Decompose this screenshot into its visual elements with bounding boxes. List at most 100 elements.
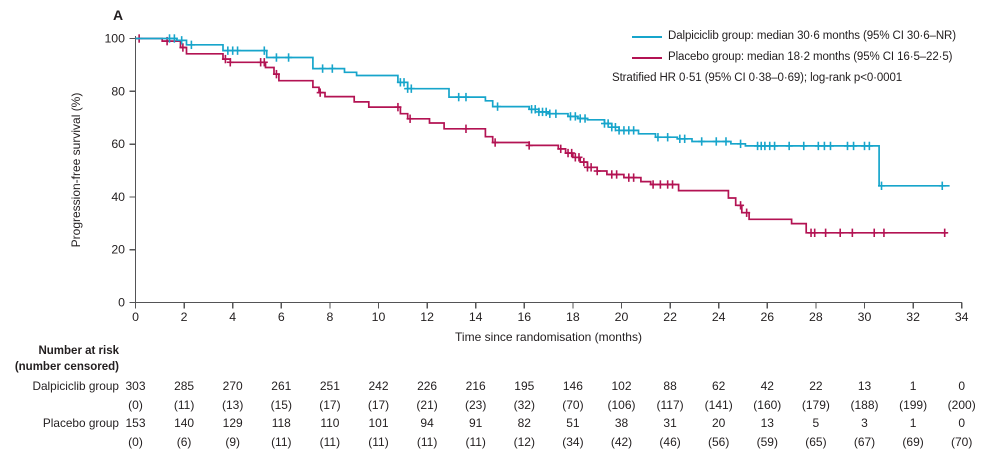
y-tick-label: 40 <box>111 190 125 204</box>
x-tick-label: 4 <box>229 310 236 324</box>
risk-at-risk-value: 88 <box>663 379 677 393</box>
risk-at-risk-value: 303 <box>125 379 146 393</box>
risk-at-risk-value: 13 <box>857 379 872 393</box>
y-tick-label: 80 <box>111 84 125 98</box>
placebo-curve <box>135 37 948 234</box>
placebo-line-swatch <box>632 56 662 59</box>
x-tick-label: 16 <box>517 310 531 324</box>
x-tick-label: 26 <box>760 310 774 324</box>
x-tick-label: 34 <box>955 310 969 324</box>
risk-censored-value: (0) <box>128 435 143 449</box>
dalpiciclib-censor-marks <box>166 34 946 191</box>
risk-at-risk-value: 62 <box>712 379 726 393</box>
y-axis-title: Progression-free survival (%) <box>69 92 83 248</box>
risk-at-risk-value: 91 <box>469 416 483 430</box>
stratified-hr-note: Stratified HR 0·51 (95% CI 0·38–0·69); l… <box>612 72 903 84</box>
legend: Dalpiciclib group: median 30·6 months (9… <box>612 26 956 89</box>
risk-at-risk-value: 42 <box>760 379 774 393</box>
x-tick-label: 12 <box>420 310 434 324</box>
x-tick-label: 10 <box>372 310 386 324</box>
risk-at-risk-value: 146 <box>562 379 583 393</box>
x-tick-label: 6 <box>278 310 285 324</box>
risk-censored-value: (11) <box>319 435 341 449</box>
risk-at-risk-value: 5 <box>812 416 820 430</box>
risk-censored-value: (59) <box>756 435 778 449</box>
x-tick-label: 20 <box>615 310 629 324</box>
risk-censored-value: (0) <box>128 398 143 412</box>
risk-at-risk-value: 261 <box>271 379 292 393</box>
risk-table-header-1: Number at risk <box>38 345 119 357</box>
risk-at-risk-value: 285 <box>174 379 195 393</box>
risk-at-risk-value: 20 <box>712 416 726 430</box>
risk-row-label: Dalpiciclib group <box>32 379 119 393</box>
risk-at-risk-value: 102 <box>611 379 632 393</box>
risk-censored-value: (32) <box>513 398 535 412</box>
y-axis-ticks: 0 20 40 60 80 100 <box>104 32 136 310</box>
risk-censored-value: (199) <box>899 398 928 412</box>
placebo-legend-label: Placebo group: median 18·2 months (95% C… <box>668 51 953 63</box>
x-axis-title: Time since randomisation (months) <box>455 330 642 344</box>
risk-censored-value: (6) <box>176 435 192 449</box>
risk-censored-value: (21) <box>416 398 438 412</box>
risk-at-risk-value: 1 <box>909 379 917 393</box>
x-tick-label: 14 <box>469 310 483 324</box>
dalpiciclib-line-swatch <box>632 35 662 38</box>
risk-at-risk-value: 22 <box>809 379 823 393</box>
legend-row-dalpiciclib: Dalpiciclib group: median 30·6 months (9… <box>612 26 956 47</box>
y-tick-label: 60 <box>111 137 125 151</box>
risk-censored-value: (12) <box>513 435 535 449</box>
x-tick-label: 18 <box>566 310 580 324</box>
risk-at-risk-value: 270 <box>222 379 243 393</box>
legend-row-placebo: Placebo group: median 18·2 months (95% C… <box>612 47 956 68</box>
risk-censored-value: (23) <box>465 398 487 412</box>
x-axis-ticks: 0 2 4 6 8 10 12 14 16 18 20 22 24 26 28 30 32 34 <box>132 302 969 324</box>
risk-censored-value: (11) <box>465 435 486 449</box>
risk-at-risk-value: 3 <box>861 416 868 430</box>
x-tick-label: 32 <box>906 310 920 324</box>
risk-at-risk-value: 110 <box>320 416 340 430</box>
risk-censored-value: (179) <box>801 398 830 412</box>
risk-at-risk-value: 216 <box>465 379 486 393</box>
risk-at-risk-value: 1 <box>909 416 917 430</box>
risk-censored-value: (11) <box>416 435 438 449</box>
risk-censored-value: (9) <box>225 435 241 449</box>
risk-at-risk-value: 129 <box>222 416 243 430</box>
x-tick-label: 24 <box>712 310 726 324</box>
risk-censored-value: (200) <box>947 398 976 412</box>
panel-label: A <box>113 7 124 23</box>
risk-censored-value: (70) <box>562 398 584 412</box>
risk-censored-value: (11) <box>271 435 292 449</box>
risk-censored-value: (65) <box>805 435 827 449</box>
x-tick-label: 28 <box>809 310 823 324</box>
risk-censored-value: (17) <box>319 398 341 412</box>
risk-censored-value: (117) <box>656 398 684 412</box>
risk-at-risk-value: 82 <box>517 416 531 430</box>
x-tick-label: 2 <box>181 310 188 324</box>
risk-at-risk-value: 0 <box>958 416 966 430</box>
risk-at-risk-value: 31 <box>663 416 677 430</box>
risk-censored-value: (160) <box>753 398 782 412</box>
risk-at-risk-value: 226 <box>417 379 438 393</box>
x-tick-label: 22 <box>663 310 677 324</box>
risk-at-risk-value: 0 <box>958 379 966 393</box>
risk-censored-value: (34) <box>562 435 584 449</box>
y-tick-label: 0 <box>118 296 125 310</box>
risk-censored-value: (67) <box>853 435 876 449</box>
risk-censored-value: (56) <box>708 435 730 449</box>
risk-at-risk-value: 242 <box>368 379 389 393</box>
risk-table-header-2: (number censored) <box>14 361 119 373</box>
risk-at-risk-value: 51 <box>566 416 580 430</box>
x-tick-label: 8 <box>326 310 333 324</box>
risk-censored-value: (11) <box>368 435 389 449</box>
risk-censored-value: (69) <box>902 435 924 449</box>
x-tick-label: 0 <box>132 310 139 324</box>
risk-censored-value: (188) <box>850 398 879 412</box>
risk-at-risk-value: 195 <box>514 379 535 393</box>
risk-censored-value: (11) <box>173 398 195 412</box>
x-tick-label: 30 <box>858 310 872 324</box>
y-tick-label: 100 <box>104 32 125 46</box>
y-tick-label: 20 <box>111 243 125 257</box>
risk-censored-value: (15) <box>270 398 292 412</box>
